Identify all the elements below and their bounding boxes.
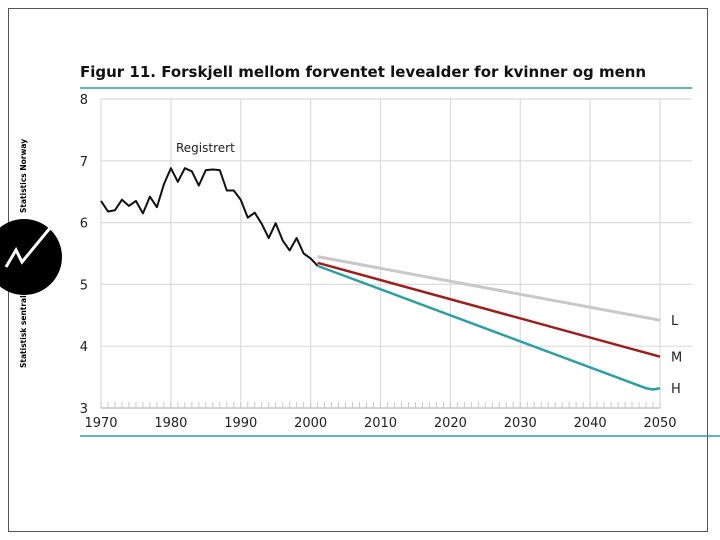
annotation-registrert: Registrert	[176, 141, 235, 155]
series-line-l	[317, 255, 661, 322]
y-tick-label-4: 4	[80, 340, 88, 355]
x-tick-label-1990: 1990	[224, 416, 257, 431]
brand-name-en: Statistics Norway	[19, 138, 28, 213]
series-label-l: L	[671, 314, 679, 329]
series-group	[100, 167, 661, 391]
series-label-m: M	[671, 351, 682, 366]
y-tick-label-3: 3	[80, 402, 88, 417]
series-label-h: H	[671, 382, 681, 397]
y-tick-label-6: 6	[80, 217, 88, 232]
x-tick-label-2020: 2020	[434, 416, 467, 431]
brand-name-no: Statistisk sentralbyrå	[19, 276, 28, 368]
x-tick-label-2030: 2030	[504, 416, 537, 431]
series-line-m	[317, 261, 661, 358]
y-tick-label-5: 5	[80, 278, 88, 293]
x-tick-label-2000: 2000	[294, 416, 327, 431]
series-labels: L M H	[671, 314, 682, 397]
x-tick-label-1970: 1970	[84, 416, 117, 431]
y-tick-label-7: 7	[80, 155, 88, 170]
grid	[100, 98, 692, 409]
y-tick-label-8: 8	[80, 93, 88, 108]
series-line-h	[317, 264, 661, 391]
x-tick-label-2010: 2010	[364, 416, 397, 431]
x-tick-label-1980: 1980	[154, 416, 187, 431]
x-tick-label-2050: 2050	[643, 416, 676, 431]
x-tick-label-2040: 2040	[574, 416, 607, 431]
series-line-registrert	[100, 167, 319, 267]
minor-ticks	[100, 402, 661, 408]
chart-title: Figur 11. Forskjell mellom forventet lev…	[80, 63, 646, 81]
tick-labels: 1970 1980 1990 2000 2010 2020 2030 2040 2050 3 4 5 6…	[80, 93, 677, 431]
ssb-logo-icon	[0, 219, 62, 295]
